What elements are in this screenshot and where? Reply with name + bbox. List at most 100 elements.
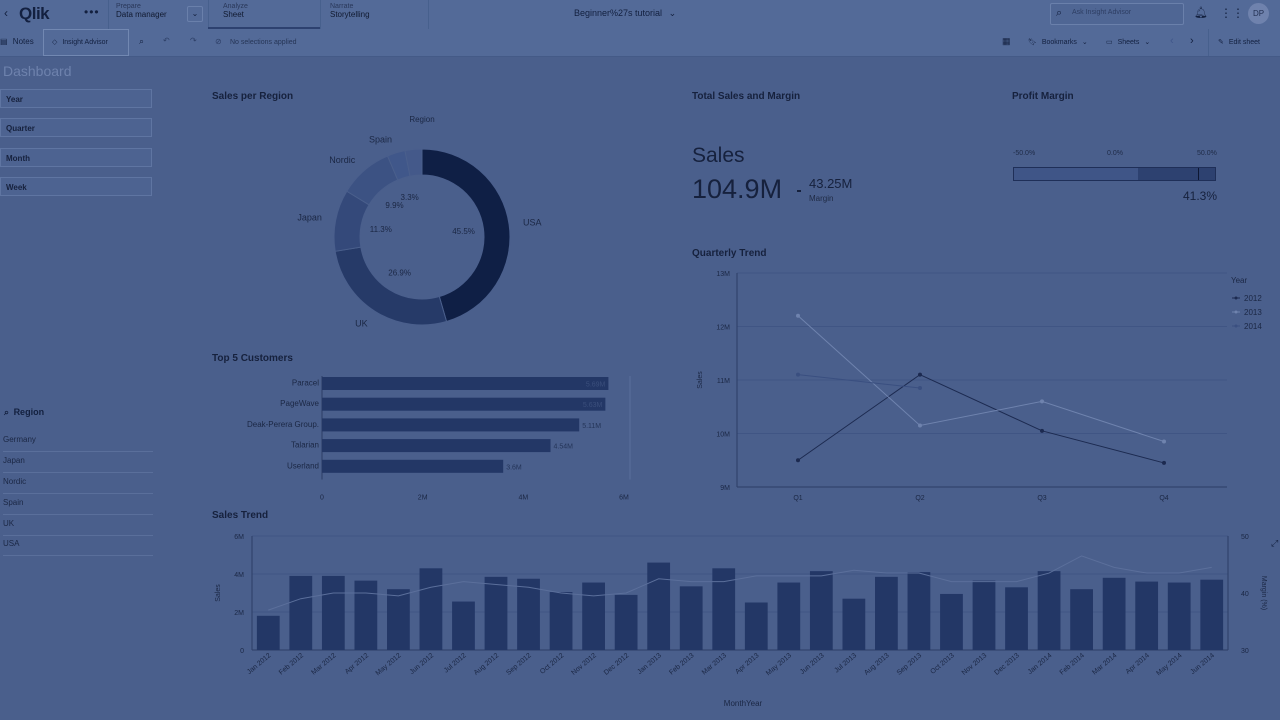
qt-point[interactable] <box>918 372 922 377</box>
step-forward-icon[interactable]: ↷ <box>190 36 197 45</box>
st-ytick: 2M <box>234 610 244 617</box>
filter-month[interactable]: Month <box>0 148 152 167</box>
more-options-icon[interactable]: ••• <box>84 5 100 19</box>
st-bar-jan-2014[interactable] <box>1037 571 1061 650</box>
qt-point[interactable] <box>1162 439 1166 444</box>
hbar-bar-talarian[interactable] <box>322 439 551 453</box>
apps-grid-icon[interactable]: ⋮⋮⋮ <box>1220 6 1256 20</box>
filter-week[interactable]: Week <box>0 177 152 196</box>
next-sheet-icon[interactable]: › <box>1190 35 1194 47</box>
region-list-header[interactable]: ⌕ Region <box>4 407 44 418</box>
insight-advisor-button[interactable]: ◇ Insight Advisor <box>43 29 129 56</box>
st-bar-dec-2013[interactable] <box>1005 587 1028 650</box>
back-chevron-icon[interactable]: ‹ <box>4 6 8 20</box>
qt-legend-label[interactable]: 2013 <box>1244 308 1262 317</box>
st-bar-mar-2013[interactable] <box>712 568 736 650</box>
st-bar-aug-2012[interactable] <box>484 576 508 650</box>
quarterly-trend-chart[interactable]: 9M 10M 11M 12M 13M Sales Q1 Q2 Q3 Q4 2012 2013 2014… <box>690 262 1275 507</box>
st-bar-feb-2014[interactable] <box>1070 589 1093 650</box>
qt-point[interactable] <box>1162 460 1166 465</box>
st-bar-oct-2012[interactable] <box>549 592 573 650</box>
st-bar-may-2013[interactable] <box>777 582 801 650</box>
qt-point[interactable] <box>796 372 800 377</box>
region-item-uk[interactable]: UK <box>3 515 153 536</box>
filter-year[interactable]: Year <box>0 89 152 108</box>
qt-line-2014[interactable] <box>797 374 921 389</box>
smart-search-icon[interactable]: ⌕ <box>139 36 145 46</box>
sales-per-region-chart[interactable]: Region 45.5% USA 26.9% UK 11.3% Japan 9.9% Nord… <box>280 108 570 333</box>
bookmarks-button[interactable]: 🔖︎ Bookmarks ⌄ <box>1028 38 1088 46</box>
qt-legend-label[interactable]: 2012 <box>1244 294 1262 303</box>
qt-point[interactable] <box>918 423 922 428</box>
st-bar-may-2014[interactable] <box>1167 582 1191 650</box>
qt-legend-label[interactable]: 2014 <box>1244 322 1262 331</box>
st-bar-sep-2012[interactable] <box>517 578 540 650</box>
st-bar-aug-2013[interactable] <box>875 576 898 650</box>
st-bar-jul-2013[interactable] <box>842 598 866 650</box>
st-bar-oct-2013[interactable] <box>940 593 963 650</box>
edit-sheet-button[interactable]: ✎ Edit sheet <box>1218 38 1260 46</box>
st-bar-sep-2013[interactable] <box>907 572 931 650</box>
donut-slice-usa[interactable] <box>421 148 511 323</box>
st-margin-line[interactable] <box>268 555 1212 611</box>
insight-search-input[interactable]: ⌕ Ask Insight Advisor <box>1050 3 1184 25</box>
tab-analyze[interactable]: Analyze Sheet <box>208 0 320 29</box>
hbar-bar-paracel[interactable] <box>322 377 609 390</box>
donut-slice-uk[interactable] <box>334 246 448 326</box>
expand-icon[interactable]: ⤢ <box>1271 538 1279 548</box>
bell-icon[interactable]: 🔔︎ <box>1194 7 1208 19</box>
hbar-bar-pagewave[interactable] <box>322 397 606 411</box>
donut-slice-germany[interactable] <box>404 148 423 177</box>
qt-line-2012[interactable] <box>797 374 1165 464</box>
qt-point[interactable] <box>796 313 800 318</box>
top-customers-chart[interactable]: 0 2M 4M 6M Paracel 5.69M PageWave 5.63M Deak-Pe… <box>212 368 642 503</box>
hbar-bar-deak-perera-group[interactable] <box>322 418 580 432</box>
tab-narrate[interactable]: Narrate Storytelling <box>330 3 370 19</box>
qt-point[interactable] <box>1040 399 1044 404</box>
assets-icon[interactable]: ▦ <box>1002 36 1011 46</box>
st-xtick: Nov 2012 <box>570 652 598 677</box>
region-item-japan[interactable]: Japan <box>3 452 153 473</box>
st-bar-apr-2012[interactable] <box>354 580 378 650</box>
region-item-spain[interactable]: Spain <box>3 494 153 515</box>
region-item-usa[interactable]: USA <box>3 535 153 556</box>
st-bar-apr-2013[interactable] <box>744 602 768 651</box>
qlik-logo[interactable]: Qlik <box>19 4 50 23</box>
previous-sheet-icon[interactable]: ‹ <box>1170 35 1174 47</box>
qt-point[interactable] <box>918 386 922 391</box>
st-bar-feb-2012[interactable] <box>289 575 313 650</box>
notes-button[interactable]: ▤ Notes <box>0 37 34 46</box>
qt-line-2013[interactable] <box>797 315 1165 442</box>
st-bar-jun-2014[interactable] <box>1200 579 1224 650</box>
st-bar-nov-2012[interactable] <box>582 582 605 650</box>
st-bar-apr-2014[interactable] <box>1135 581 1159 650</box>
st-bar-jan-2013[interactable] <box>647 562 671 650</box>
filter-quarter[interactable]: Quarter <box>0 118 152 137</box>
step-back-icon[interactable]: ↶ <box>163 36 170 45</box>
qt-point[interactable] <box>796 458 800 463</box>
qt-point[interactable] <box>1040 428 1044 433</box>
hbar-bar-userland[interactable] <box>322 459 504 473</box>
region-item-germany[interactable]: Germany <box>3 431 153 452</box>
st-bar-jan-2012[interactable] <box>256 615 280 650</box>
st-bar-mar-2014[interactable] <box>1102 577 1126 650</box>
sales-trend-chart[interactable]: 0 2M 4M 6M 30 40 50 Sales Margin (%) MonthYear Ja… <box>210 526 1280 716</box>
profit-margin-gauge[interactable] <box>1013 167 1216 181</box>
avatar[interactable]: DP <box>1248 3 1269 24</box>
region-item-nordic[interactable]: Nordic <box>3 473 153 494</box>
clear-selections-icon[interactable]: ⊘ <box>215 37 222 46</box>
tab-prepare[interactable]: Prepare Data manager <box>116 3 167 19</box>
st-bar-jun-2013[interactable] <box>809 571 833 650</box>
app-title[interactable]: Beginner%27s tutorial ⌄ <box>574 8 676 19</box>
tab-narrate-label: Narrate <box>330 3 354 10</box>
qt-legend-dot <box>1234 296 1238 300</box>
st-bar-dec-2012[interactable] <box>614 594 638 650</box>
st-bar-jun-2012[interactable] <box>419 568 443 650</box>
st-bar-nov-2013[interactable] <box>972 580 996 650</box>
st-bar-mar-2012[interactable] <box>321 575 345 650</box>
st-bar-may-2012[interactable] <box>387 589 410 650</box>
st-bar-feb-2013[interactable] <box>679 586 703 650</box>
sheets-button[interactable]: ▭ Sheets ⌄ <box>1106 38 1150 46</box>
st-bar-jul-2012[interactable] <box>452 601 475 650</box>
prepare-dropdown-icon[interactable]: ⌄ <box>187 6 203 22</box>
